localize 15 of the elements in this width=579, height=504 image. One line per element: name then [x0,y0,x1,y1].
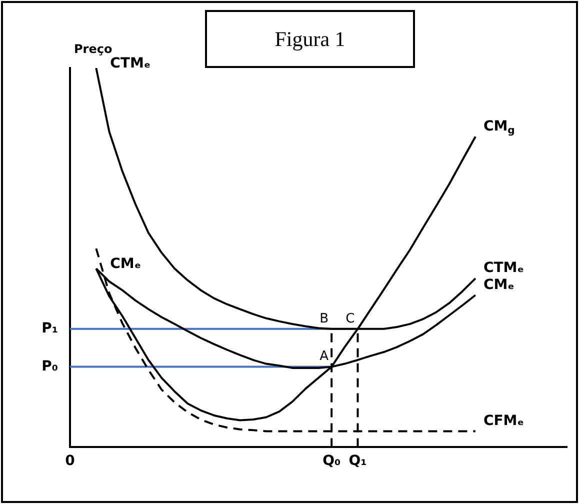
series-label: CMₑ [110,256,142,272]
x-tick-label: Q₁ [348,453,367,470]
series-label: CFMₑ [483,412,524,429]
x-tick-label: Q₀ [322,453,341,470]
annotation: P₀ [42,358,58,374]
y-axis-title: Preço [74,42,112,56]
annotation: P₁ [42,320,58,337]
x-tick-label: 0 [65,453,76,470]
annotation: CMₑ [483,276,514,293]
annotation: B [320,311,329,326]
annotation: A [320,349,329,364]
annotation: C [346,311,355,326]
series-label: CTMₑ [483,260,524,276]
chart-title: Figura 1 [205,10,415,68]
annotation: CTMₑ [110,56,151,72]
